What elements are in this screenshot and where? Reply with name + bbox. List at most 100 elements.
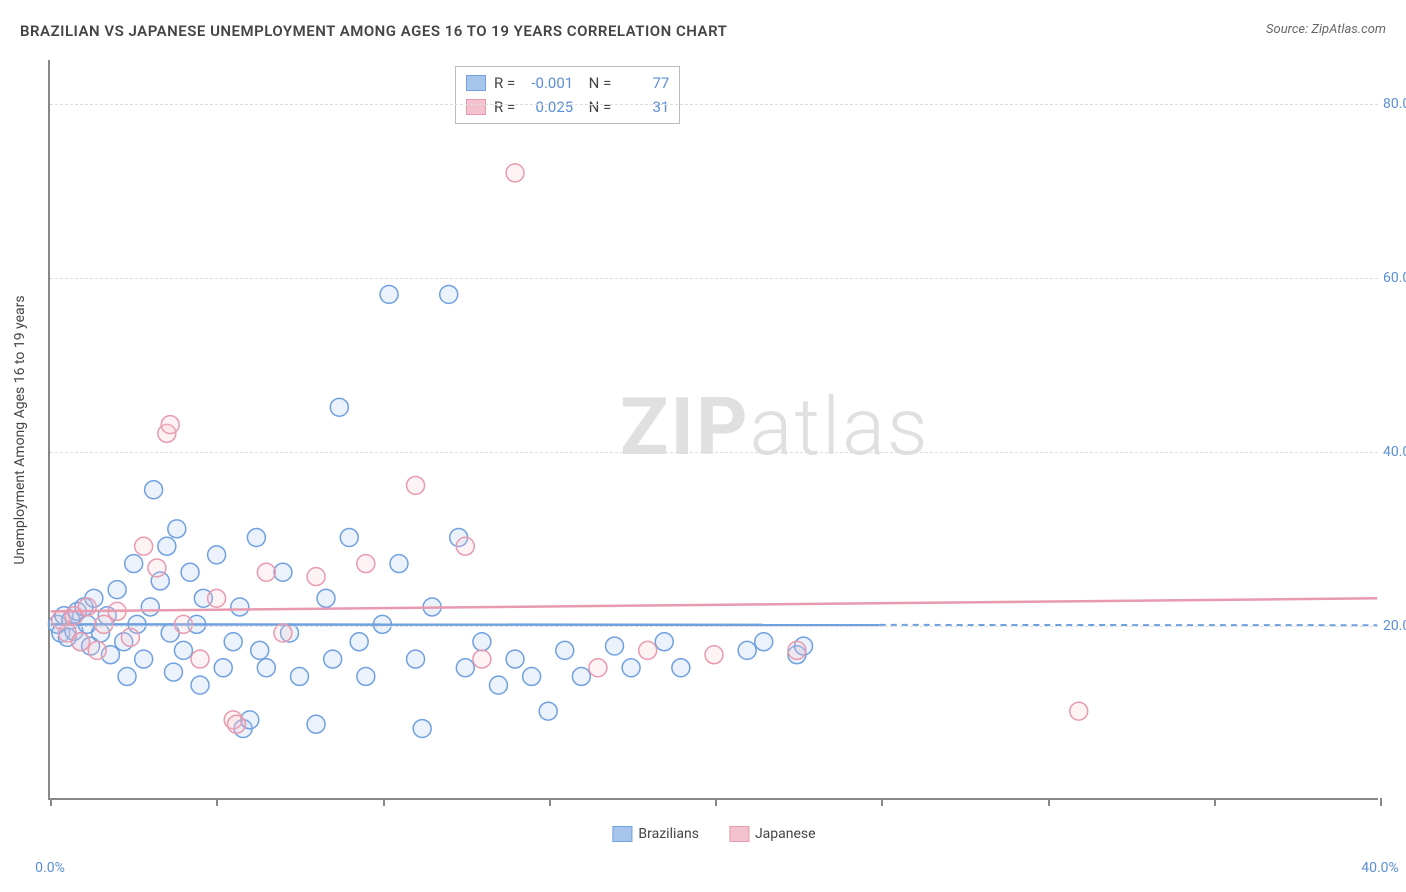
- data-point: [489, 676, 507, 694]
- data-point: [141, 598, 159, 616]
- scatter-plot: R = -0.001 N = 77 R = 0.025 N = 31 Brazi…: [48, 60, 1378, 800]
- page-title: BRAZILIAN VS JAPANESE UNEMPLOYMENT AMONG…: [20, 22, 727, 40]
- data-point: [655, 633, 673, 651]
- data-point: [473, 650, 491, 668]
- x-tick: [549, 798, 551, 806]
- y-axis-label: Unemployment Among Ages 16 to 19 years: [12, 295, 28, 564]
- y-tick-label: 20.0%: [1383, 618, 1406, 634]
- data-point: [174, 615, 192, 633]
- data-point: [274, 563, 292, 581]
- gridline: [50, 104, 1378, 105]
- data-point: [121, 628, 139, 646]
- x-tick-label: 0.0%: [35, 860, 65, 876]
- data-point: [174, 641, 192, 659]
- y-tick-label: 40.0%: [1383, 444, 1406, 460]
- data-point: [523, 667, 541, 685]
- data-point: [148, 559, 166, 577]
- data-point: [118, 667, 136, 685]
- data-point: [572, 667, 590, 685]
- data-point: [191, 676, 209, 694]
- data-point: [257, 563, 275, 581]
- data-point: [589, 659, 607, 677]
- data-point: [390, 555, 408, 573]
- data-point: [1070, 702, 1088, 720]
- legend-label-brazilians: Brazilians: [638, 826, 699, 842]
- data-point: [191, 650, 209, 668]
- data-point: [407, 476, 425, 494]
- x-tick: [715, 798, 717, 806]
- data-point: [78, 598, 96, 616]
- gridline: [50, 626, 1378, 627]
- data-point: [622, 659, 640, 677]
- data-point: [705, 646, 723, 664]
- data-point: [755, 633, 773, 651]
- data-point: [330, 398, 348, 416]
- data-point: [158, 537, 176, 555]
- data-point: [380, 285, 398, 303]
- gridline: [50, 278, 1378, 279]
- data-point: [135, 650, 153, 668]
- scatter-svg: [50, 60, 1378, 798]
- data-point: [125, 555, 143, 573]
- data-point: [407, 650, 425, 668]
- data-point: [672, 659, 690, 677]
- data-point: [161, 416, 179, 434]
- data-point: [165, 663, 183, 681]
- x-tick-label: 40.0%: [1361, 860, 1399, 876]
- series-legend: Brazilians Japanese: [612, 826, 815, 842]
- data-point: [88, 641, 106, 659]
- data-point: [324, 650, 342, 668]
- data-point: [788, 641, 806, 659]
- swatch-blue-icon: [612, 826, 632, 842]
- data-point: [506, 650, 524, 668]
- data-point: [440, 285, 458, 303]
- data-point: [413, 720, 431, 738]
- data-point: [456, 537, 474, 555]
- data-point: [257, 659, 275, 677]
- x-tick: [881, 798, 883, 806]
- data-point: [231, 598, 249, 616]
- data-point: [639, 641, 657, 659]
- x-tick: [1048, 798, 1050, 806]
- data-point: [72, 633, 90, 651]
- data-point: [317, 589, 335, 607]
- x-tick: [1380, 798, 1382, 806]
- trend-line: [51, 598, 1377, 611]
- data-point: [214, 659, 232, 677]
- data-point: [357, 667, 375, 685]
- data-point: [208, 589, 226, 607]
- data-point: [208, 546, 226, 564]
- data-point: [606, 637, 624, 655]
- data-point: [291, 667, 309, 685]
- data-point: [738, 641, 756, 659]
- data-point: [357, 555, 375, 573]
- source-credit: Source: ZipAtlas.com: [1266, 22, 1386, 37]
- data-point: [145, 481, 163, 499]
- data-point: [539, 702, 557, 720]
- x-tick: [216, 798, 218, 806]
- data-point: [135, 537, 153, 555]
- x-tick: [1214, 798, 1216, 806]
- data-point: [456, 659, 474, 677]
- data-point: [247, 529, 265, 547]
- data-point: [181, 563, 199, 581]
- gridline: [50, 452, 1378, 453]
- data-point: [228, 715, 246, 733]
- data-point: [251, 641, 269, 659]
- data-point: [340, 529, 358, 547]
- data-point: [168, 520, 186, 538]
- data-point: [473, 633, 491, 651]
- data-point: [556, 641, 574, 659]
- data-point: [108, 581, 126, 599]
- legend-item-brazilians: Brazilians: [612, 826, 699, 842]
- y-tick-label: 80.0%: [1383, 96, 1406, 112]
- legend-label-japanese: Japanese: [755, 826, 816, 842]
- swatch-pink-icon: [729, 826, 749, 842]
- x-tick: [383, 798, 385, 806]
- data-point: [307, 568, 325, 586]
- data-point: [506, 164, 524, 182]
- data-point: [307, 715, 325, 733]
- data-point: [224, 633, 242, 651]
- y-tick-label: 60.0%: [1383, 270, 1406, 286]
- legend-item-japanese: Japanese: [729, 826, 816, 842]
